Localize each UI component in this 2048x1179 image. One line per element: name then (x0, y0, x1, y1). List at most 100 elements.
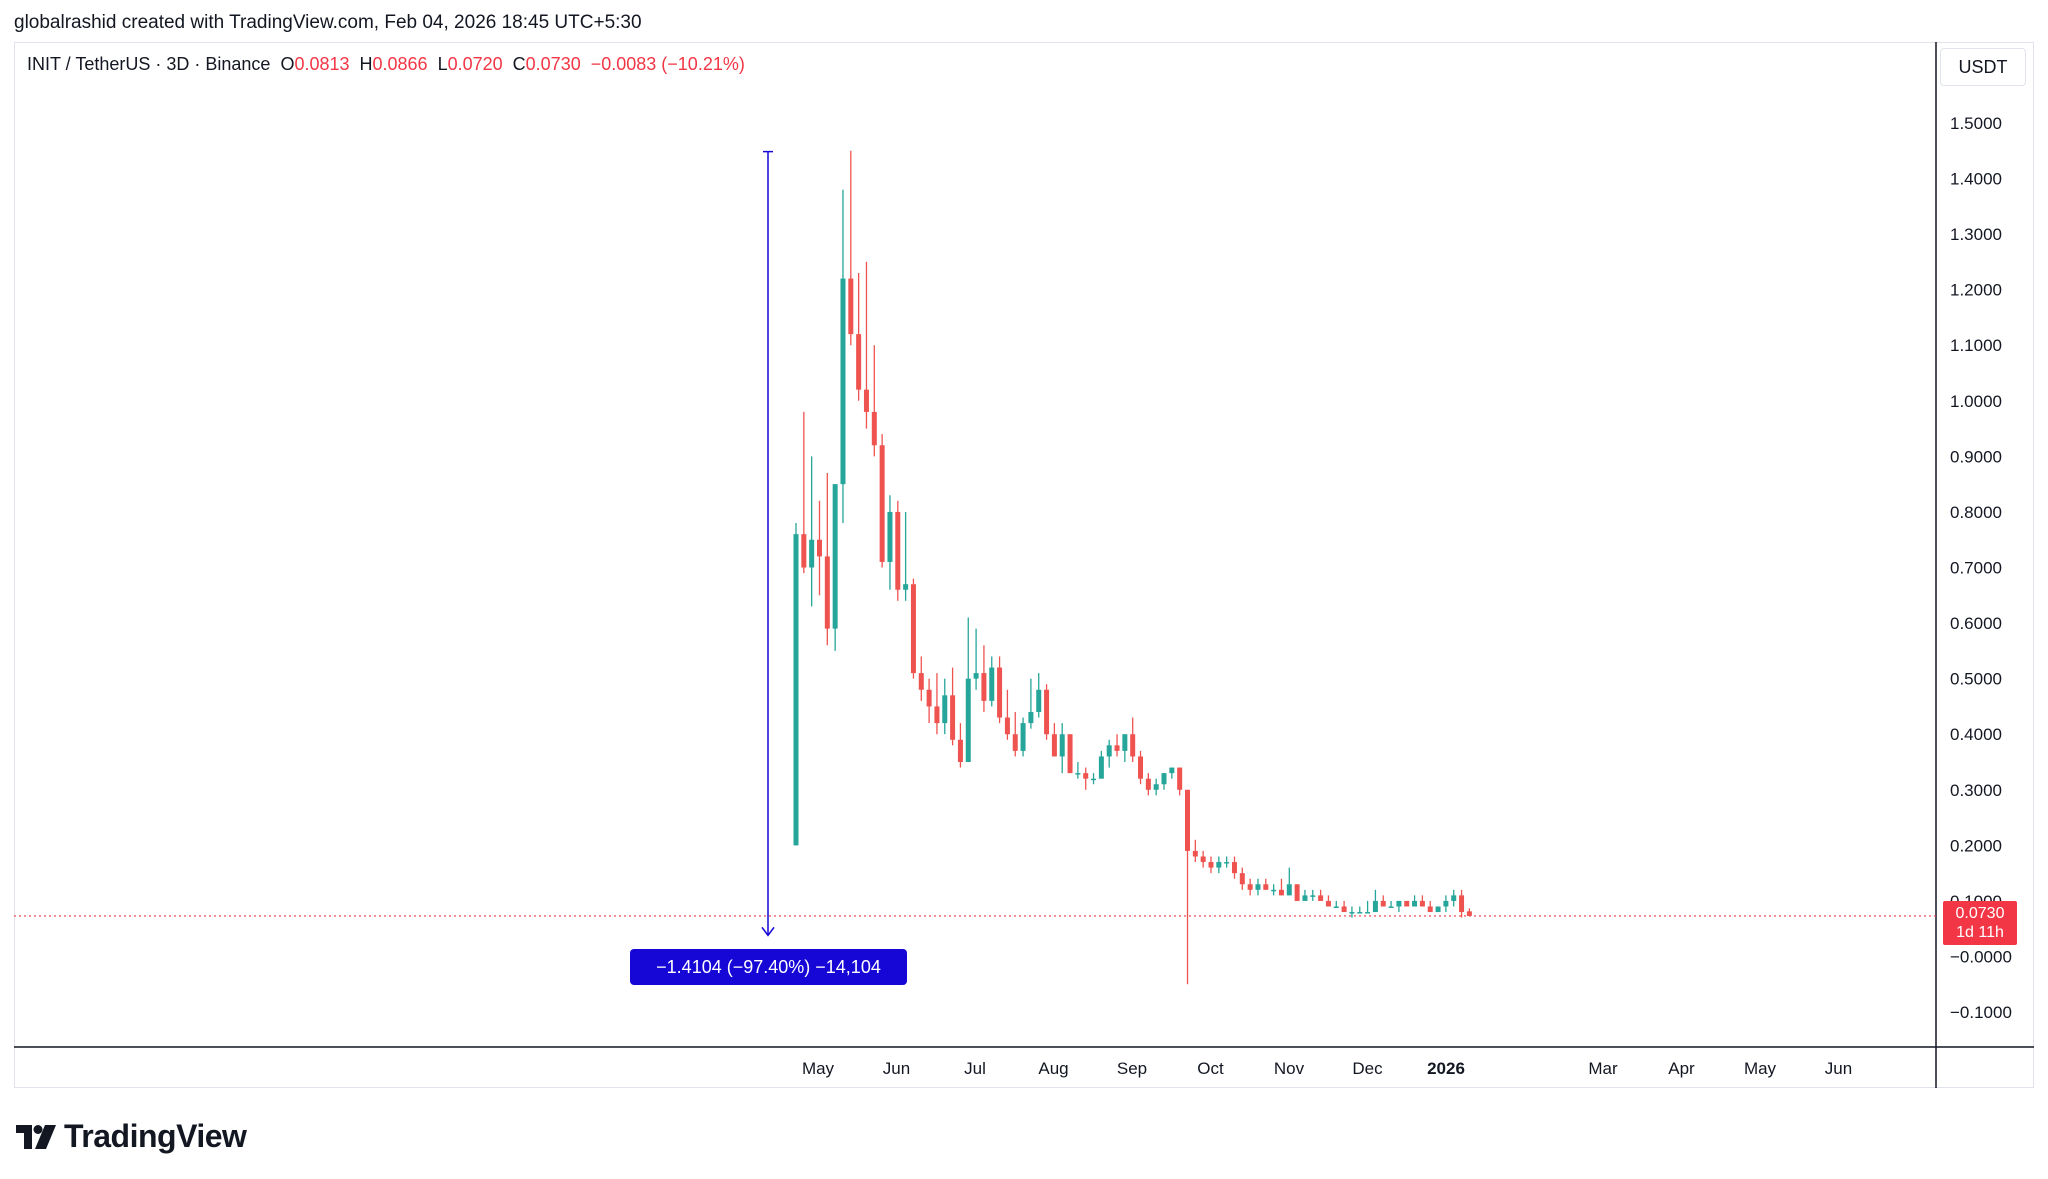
price-tick-label: 1.2000 (1950, 281, 2002, 300)
candle-body (1427, 906, 1433, 913)
candle-body (1310, 895, 1316, 897)
candle-body (1341, 906, 1347, 913)
tradingview-logo[interactable]: TradingView (16, 1118, 247, 1155)
time-tick-label: 2026 (1427, 1059, 1465, 1078)
candle-body (1459, 895, 1465, 913)
candle-body (1286, 884, 1292, 896)
candle-body (848, 278, 854, 335)
candle-body (1271, 889, 1277, 892)
candle-body (1349, 912, 1355, 914)
candle-body (1216, 862, 1222, 868)
measure-tool[interactable] (761, 150, 775, 937)
candle-body (1185, 789, 1190, 851)
candle-body (1255, 884, 1261, 890)
candle-body (903, 584, 909, 590)
time-tick-label: Apr (1668, 1059, 1695, 1078)
price-axis[interactable]: 1.5000 1.4000 1.3000 1.2000 1.1000 1.0000 0.90… (1950, 114, 2012, 1022)
candle-body (1004, 717, 1010, 735)
candle-body (840, 278, 846, 485)
symbol-legend: INIT / TetherUS · 3D · Binance O0.0813 H0.… (27, 54, 745, 75)
low-label: L (437, 54, 448, 74)
candle-body (1020, 723, 1026, 751)
candle-body (1177, 767, 1183, 790)
candle-body (1083, 773, 1089, 779)
candle-body (1443, 900, 1449, 907)
candle-body (1044, 689, 1050, 735)
candle-body (1028, 711, 1034, 724)
candle-body (1247, 884, 1253, 890)
time-tick-label: Sep (1117, 1059, 1147, 1078)
candle-body (950, 695, 956, 740)
time-tick-label: May (802, 1059, 835, 1078)
high-label: H (359, 54, 373, 74)
candle-body (1169, 767, 1175, 774)
candle-body (879, 445, 885, 562)
candle-body (1075, 773, 1081, 775)
candle-body (863, 389, 869, 412)
candle-body (1419, 900, 1425, 907)
last-price-value: 0.0730 (1955, 905, 2005, 922)
candle-body (1325, 900, 1331, 907)
candle-body (973, 673, 979, 679)
candle-body (1036, 689, 1042, 712)
time-tick-label: Oct (1197, 1059, 1224, 1078)
price-tick-label: 0.9000 (1950, 447, 2002, 466)
candle-body (1412, 900, 1418, 907)
measure-label[interactable]: −1.4104 (−97.40%) −14,104 (630, 949, 907, 985)
candle-body (895, 511, 901, 590)
close-label: C (512, 54, 526, 74)
price-tick-label: −0.1000 (1950, 1003, 2012, 1022)
candle-body (1239, 873, 1245, 885)
candle-body (1161, 773, 1167, 785)
price-tick-label: 0.3000 (1950, 781, 2002, 800)
candle-body (1318, 895, 1324, 901)
candle-body (1380, 900, 1386, 907)
price-tick-label: 1.1000 (1950, 336, 2002, 355)
price-tick-label: 1.5000 (1950, 114, 2002, 133)
price-tick-label: 0.6000 (1950, 614, 2002, 633)
price-tick-label: 0.5000 (1950, 670, 2002, 689)
candle-body (1114, 745, 1120, 751)
candle-body (957, 739, 963, 763)
candle-body (1451, 895, 1457, 901)
candle-body (989, 667, 995, 701)
last-price-tag: 0.0730 1d 11h (1943, 901, 2017, 945)
candle-body (1130, 734, 1136, 757)
candle-body (824, 556, 830, 629)
candle-body (926, 689, 932, 707)
candle-body (1404, 900, 1410, 907)
price-tick-label: 1.3000 (1950, 225, 2002, 244)
candle-body (1365, 912, 1371, 914)
candle-body (1153, 784, 1159, 790)
measure-arrowhead (761, 926, 775, 937)
time-axis[interactable]: May Jun Jul Aug Sep Oct Nov Dec 2026 Mar Apr May Jun (802, 1059, 1852, 1078)
time-tick-label: Mar (1588, 1059, 1618, 1078)
price-tick-label: 0.2000 (1950, 836, 2002, 855)
candle-body (1051, 734, 1057, 757)
candle-body (1302, 895, 1308, 901)
candle-body (1208, 862, 1214, 868)
candle-body (856, 334, 862, 390)
candle-body (1396, 900, 1402, 907)
price-tick-label: 0.8000 (1950, 503, 2002, 522)
time-tick-label: Jun (1825, 1059, 1852, 1078)
symbol-name[interactable]: INIT / TetherUS · 3D · Binance (27, 54, 271, 74)
candle-body (934, 706, 940, 724)
chart-frame (14, 42, 2034, 1088)
tradingview-logo-icon (16, 1124, 56, 1149)
time-tick-label: Dec (1352, 1059, 1383, 1078)
candle-body (918, 673, 924, 690)
time-tick-label: Jul (964, 1059, 986, 1078)
candle-body (942, 695, 948, 724)
currency-button[interactable]: USDT (1940, 48, 2026, 86)
candle-body (1263, 884, 1269, 890)
price-tick-label: 0.4000 (1950, 725, 2002, 744)
candle-body (981, 673, 987, 701)
change-value: −0.0083 (−10.21%) (590, 54, 745, 74)
time-tick-label: Aug (1038, 1059, 1068, 1078)
candle-body (1357, 912, 1363, 914)
candle-body (1091, 778, 1097, 781)
candle-body (801, 534, 807, 568)
candle-body (816, 539, 822, 557)
